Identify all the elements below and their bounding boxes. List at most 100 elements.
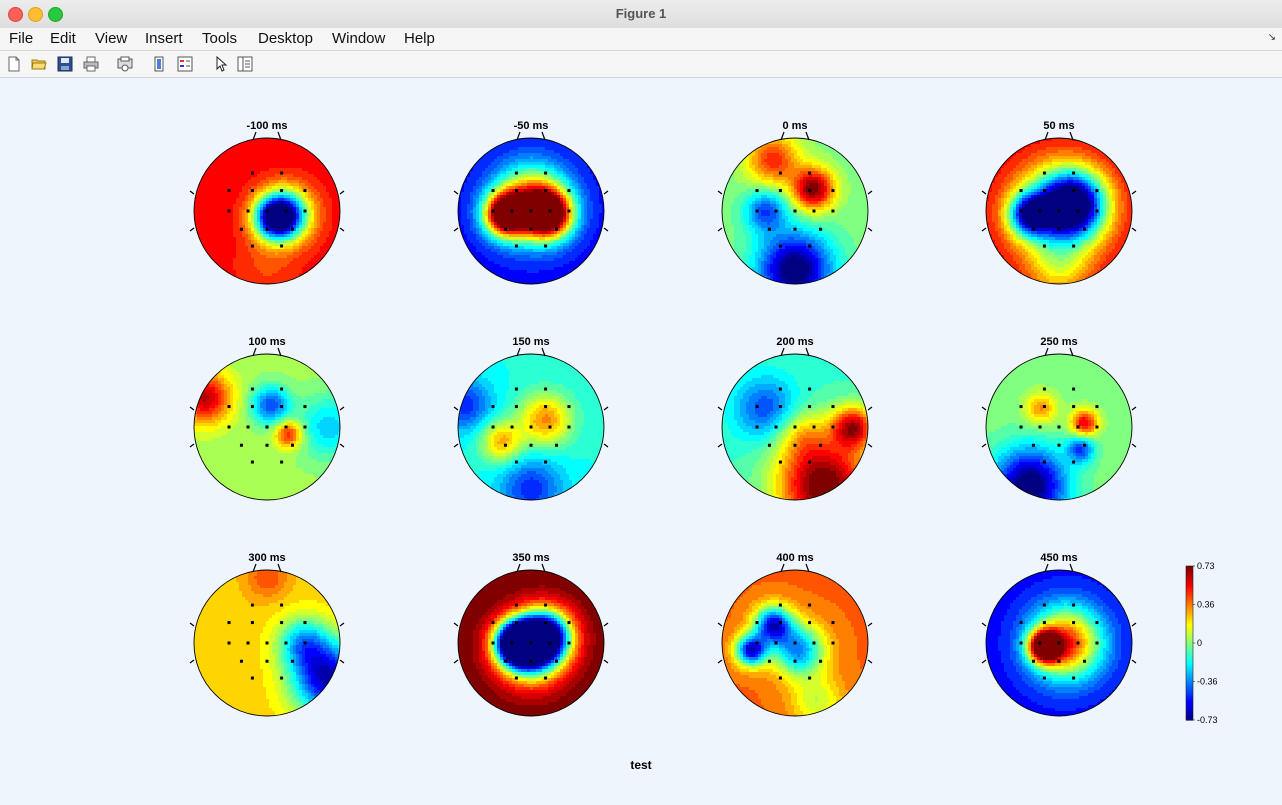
save-icon[interactable] bbox=[56, 55, 74, 73]
electrode-marker bbox=[544, 405, 547, 408]
topoplot-8: 250 ms bbox=[982, 336, 1136, 502]
electrode-marker bbox=[567, 405, 570, 408]
right-ear-icon bbox=[1132, 623, 1136, 663]
electrode-marker bbox=[492, 405, 495, 408]
electrode-marker bbox=[1072, 172, 1075, 175]
electrode-marker bbox=[768, 228, 771, 231]
toolbar bbox=[0, 51, 1282, 78]
electrode-marker bbox=[555, 228, 558, 231]
electrode-marker bbox=[779, 461, 782, 464]
electrode-marker bbox=[530, 444, 533, 447]
menu-edit[interactable]: Edit bbox=[50, 30, 76, 47]
electrode-marker bbox=[284, 426, 287, 429]
electrode-marker bbox=[1020, 405, 1023, 408]
menu-bar: File Edit View Insert Tools Desktop Wind… bbox=[0, 28, 1282, 51]
open-file-icon[interactable] bbox=[30, 55, 48, 73]
electrode-marker bbox=[775, 210, 778, 213]
electrode-marker bbox=[768, 444, 771, 447]
pointer-icon[interactable] bbox=[212, 55, 230, 73]
electrode-marker bbox=[1072, 405, 1075, 408]
electrode-marker bbox=[251, 677, 254, 680]
electrode-marker bbox=[515, 677, 518, 680]
electrode-marker bbox=[492, 426, 495, 429]
electrode-marker bbox=[1072, 604, 1075, 607]
menu-tools[interactable]: Tools bbox=[202, 30, 237, 47]
colorbar-toggle-icon[interactable] bbox=[150, 55, 168, 73]
electrode-marker bbox=[779, 189, 782, 192]
topoplot-1: -100 ms bbox=[190, 120, 344, 286]
electrode-marker bbox=[228, 621, 231, 624]
legend-toggle-icon[interactable] bbox=[176, 55, 194, 73]
electrode-marker bbox=[240, 228, 243, 231]
electrode-marker bbox=[1043, 245, 1046, 248]
electrode-marker bbox=[1083, 228, 1086, 231]
electrode-marker bbox=[504, 660, 507, 663]
right-ear-icon bbox=[340, 623, 344, 663]
electrode-marker bbox=[504, 444, 507, 447]
menu-insert[interactable]: Insert bbox=[145, 30, 183, 47]
dock-arrow-icon[interactable]: ↘ bbox=[1268, 32, 1276, 43]
electrode-marker bbox=[819, 444, 822, 447]
title-bar: Figure 1 bbox=[0, 0, 1282, 29]
electrode-marker bbox=[303, 189, 306, 192]
electrode-marker bbox=[280, 621, 283, 624]
electrode-marker bbox=[1076, 426, 1079, 429]
electrode-marker bbox=[280, 388, 283, 391]
topoplot-label: 0 ms bbox=[782, 120, 807, 132]
left-ear-icon bbox=[190, 407, 194, 447]
left-ear-icon bbox=[718, 191, 722, 231]
electrode-marker bbox=[544, 604, 547, 607]
electrode-marker bbox=[831, 210, 834, 213]
topoplot-label: 300 ms bbox=[248, 552, 285, 564]
menu-help[interactable]: Help bbox=[404, 30, 435, 47]
menu-window[interactable]: Window bbox=[332, 30, 385, 47]
new-figure-icon[interactable] bbox=[5, 55, 23, 73]
electrode-marker bbox=[280, 604, 283, 607]
electrode-marker bbox=[303, 642, 306, 645]
electrode-marker bbox=[808, 461, 811, 464]
left-ear-icon bbox=[982, 191, 986, 231]
right-ear-icon bbox=[604, 623, 608, 663]
figure-title: test bbox=[630, 758, 651, 772]
electrode-marker bbox=[775, 642, 778, 645]
electrode-marker bbox=[555, 444, 558, 447]
electrode-marker bbox=[247, 210, 250, 213]
menu-file[interactable]: File bbox=[9, 30, 33, 47]
left-ear-icon bbox=[454, 191, 458, 231]
electrode-marker bbox=[530, 642, 533, 645]
menu-view[interactable]: View bbox=[95, 30, 127, 47]
electrode-marker bbox=[228, 189, 231, 192]
right-ear-icon bbox=[868, 407, 872, 447]
electrode-marker bbox=[291, 660, 294, 663]
electrode-marker bbox=[1058, 210, 1061, 213]
electrode-marker bbox=[756, 189, 759, 192]
electrode-marker bbox=[1072, 621, 1075, 624]
print-icon[interactable] bbox=[82, 55, 100, 73]
electrode-marker bbox=[1058, 426, 1061, 429]
electrode-marker bbox=[1095, 210, 1098, 213]
electrode-marker bbox=[251, 405, 254, 408]
electrode-marker bbox=[548, 426, 551, 429]
electrode-marker bbox=[831, 621, 834, 624]
electrode-marker bbox=[530, 660, 533, 663]
electrode-marker bbox=[530, 210, 533, 213]
electrode-marker bbox=[779, 677, 782, 680]
electrode-marker bbox=[247, 426, 250, 429]
electrode-marker bbox=[280, 405, 283, 408]
print-preview-icon[interactable] bbox=[116, 55, 134, 73]
property-inspector-icon[interactable] bbox=[236, 55, 254, 73]
electrode-marker bbox=[1020, 189, 1023, 192]
electrode-marker bbox=[1076, 642, 1079, 645]
menu-desktop[interactable]: Desktop bbox=[258, 30, 313, 47]
electrode-marker bbox=[756, 210, 759, 213]
electrode-marker bbox=[1083, 660, 1086, 663]
topoplot-label: 100 ms bbox=[248, 336, 285, 348]
topoplot-label: 200 ms bbox=[776, 336, 813, 348]
electrode-marker bbox=[1095, 426, 1098, 429]
electrode-marker bbox=[1043, 621, 1046, 624]
electrode-marker bbox=[1043, 388, 1046, 391]
right-ear-icon bbox=[868, 623, 872, 663]
electrode-marker bbox=[779, 405, 782, 408]
electrode-marker bbox=[1032, 660, 1035, 663]
